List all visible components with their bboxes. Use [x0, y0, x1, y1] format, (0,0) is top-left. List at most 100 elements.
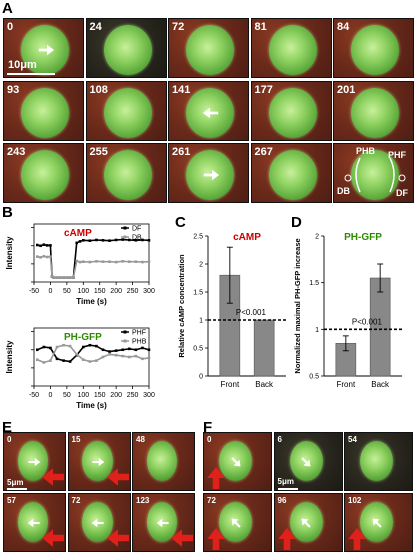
x-tick-label: 300: [143, 288, 155, 295]
data-point: [81, 260, 85, 263]
y-tick-label: 2: [315, 234, 319, 241]
series-line-phb: [36, 344, 150, 364]
data-point: [134, 260, 138, 263]
time-label: 0: [207, 435, 212, 444]
frame-tile: 72: [67, 493, 131, 552]
chart-title: cAMP: [233, 232, 261, 243]
annotation-phf: PHF: [388, 150, 406, 160]
time-label: 108: [89, 83, 108, 96]
time-label: 15: [71, 435, 81, 444]
annotation-phb: PHB: [356, 146, 376, 156]
data-point: [68, 276, 72, 279]
bar-back: [253, 319, 275, 377]
data-point: [127, 260, 131, 263]
cell-image: [186, 25, 234, 75]
arrow-icon: [202, 107, 219, 118]
scale-bar-label: 5μm: [7, 478, 24, 487]
cell-image: [268, 25, 317, 75]
arrow-icon: [372, 518, 382, 529]
cell-image: [21, 150, 69, 200]
arrow-icon: [231, 518, 241, 529]
data-point: [121, 348, 125, 352]
data-point: [108, 260, 111, 263]
data-point: [55, 357, 59, 361]
data-point: [78, 240, 82, 243]
frame-tile: 575μm: [3, 493, 66, 552]
stimulus-arrow-icon: [42, 468, 64, 486]
arrow-icon: [92, 458, 105, 467]
chart-title: PH-GFP: [64, 332, 102, 343]
time-label: 0: [7, 21, 14, 33]
data-point: [141, 238, 144, 242]
data-point: [45, 244, 49, 247]
y-tick-label: 1.5: [309, 280, 319, 287]
data-point: [101, 260, 105, 263]
legend-marker: [123, 339, 127, 343]
data-point: [72, 276, 75, 279]
frame-tile: 96: [273, 493, 343, 552]
y-tick-label: 1.5: [193, 290, 203, 297]
frame-tile: 72: [168, 18, 249, 78]
time-label: 54: [348, 435, 357, 444]
data-point: [101, 355, 105, 359]
frame-tile: 0 10μm: [3, 18, 84, 78]
data-point: [49, 255, 52, 258]
data-point: [114, 353, 118, 357]
cell-image: [146, 502, 178, 543]
data-point: [49, 359, 52, 362]
data-point: [42, 243, 46, 246]
frame-tile: 93: [3, 80, 84, 141]
cell-image: [103, 150, 152, 200]
data-point: [39, 244, 42, 248]
frame-tile: PHB PHF DB DF: [333, 143, 414, 203]
data-point: [127, 347, 131, 351]
panel-f-image-grid: 0 6 5μm 54 725μm 96 102: [203, 432, 415, 554]
front-arc: [389, 157, 395, 193]
data-point: [55, 345, 59, 349]
data-point: [121, 260, 125, 263]
data-point: [65, 276, 69, 279]
panel-label-e: E: [2, 419, 13, 436]
arrow-icon: [156, 519, 169, 528]
data-point: [127, 355, 131, 359]
data-point: [147, 348, 151, 352]
time-label: 243: [7, 146, 26, 158]
df-marker: [398, 174, 406, 182]
data-point: [45, 255, 49, 259]
legend-label: PHB: [132, 339, 147, 346]
x-tick-label: 200: [110, 392, 122, 399]
data-point: [55, 276, 59, 279]
legend-marker: [123, 330, 127, 334]
chart-d-phgfp-bar: 0.5 1 1.5 2 Front Back P<0.001 Normalized maxim…: [293, 232, 402, 389]
cell-image: [146, 441, 178, 482]
x-tick-label: -50: [29, 288, 39, 295]
cell-image: [360, 441, 394, 482]
x-tick-label: 0: [48, 288, 52, 295]
y-tick-label: 2.5: [193, 234, 203, 241]
scale-bar-label: 10μm: [8, 59, 37, 71]
series-line-df: [37, 238, 150, 279]
data-point: [42, 361, 46, 364]
y-axis-label: Intensity: [5, 236, 14, 269]
data-point: [39, 256, 42, 259]
y-tick-label: 0: [199, 374, 203, 381]
frame-tile: 123: [132, 493, 195, 552]
time-label: 0: [7, 435, 12, 444]
chart-b-camp: -50 0 50 100 150 200 250 300 Time (s) Intensity DF…: [5, 223, 155, 306]
y-tick-label: 2: [199, 262, 203, 269]
chart-c-camp-bar: 0 0.5 1 1.5 2 2.5 Front Back P<0.001 Relative cAM…: [177, 232, 286, 389]
time-label: 48: [136, 435, 145, 444]
data-point: [141, 260, 144, 264]
legend-label: DF: [132, 226, 141, 233]
x-tick-label: 200: [110, 288, 122, 295]
y-tick-label: 1: [199, 318, 203, 325]
data-point: [95, 359, 98, 362]
y-tick-label: 0.5: [193, 346, 203, 353]
scale-bar: [7, 73, 55, 75]
panel-label-f: F: [203, 419, 213, 436]
chart-title: cAMP: [64, 228, 92, 239]
x-tick-label: 250: [127, 288, 139, 295]
arrow-icon: [231, 457, 241, 467]
cell-image: [82, 502, 113, 543]
data-point: [35, 255, 39, 258]
